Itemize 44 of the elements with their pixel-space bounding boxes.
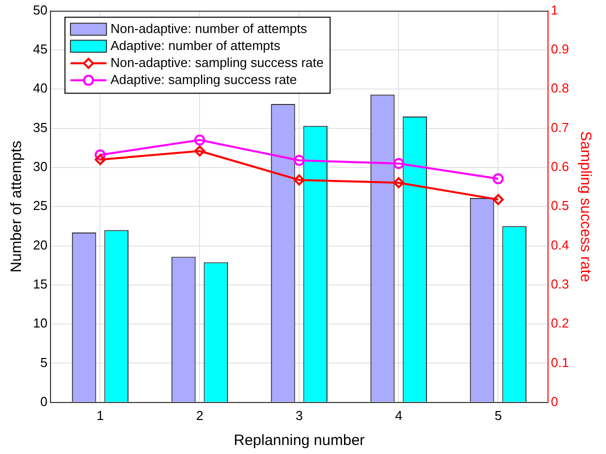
y-tick-label: 20 [32,237,48,252]
x-tick-label: 5 [494,408,502,423]
y-tick-label: 25 [32,198,48,214]
y2-tick-label: 0.9 [550,42,570,57]
point [94,154,106,166]
y2-axis-title: Sampling success rate [576,131,594,282]
y2-tick-label: 0.8 [550,80,570,96]
y2-tick-label: 0 [550,394,558,409]
point [492,194,504,206]
y2-tick-label: 0.3 [550,276,570,292]
legend-label: Non-adaptive: number of attempts [110,20,308,36]
y2-tick-label: 0.2 [550,316,570,331]
x-axis-title: Replanning number [234,432,365,450]
y2-tick-label: 1 [550,2,558,18]
x-tick-label: 3 [296,408,303,423]
y-tick-label: 15 [32,276,48,292]
point [294,174,305,186]
legend-label: Non-adaptive: sampling success rate [110,54,324,70]
x-tick-label: 4 [395,408,402,423]
y-tick-label: 10 [32,316,48,331]
y-tick-label: 40 [32,80,48,96]
point [294,154,305,166]
point [194,145,206,156]
y-tick-label: 5 [40,354,48,370]
y-tick-label: 35 [32,120,48,135]
legend-label: Adaptive: number of attempts [110,38,281,53]
y-tick-label: 0 [40,394,48,409]
point [194,134,206,146]
y2-tick-label: 0.4 [550,237,570,252]
y2-tick-label: 0.7 [550,120,570,135]
point [393,158,404,170]
y-axis-title: Number of attempts [8,140,26,272]
y-tick-label: 30 [32,159,48,174]
legend-label: Adaptive: sampling success rate [110,72,297,87]
x-tick-label: 2 [196,408,204,423]
point [94,149,106,160]
y2-tick-label: 0.5 [550,198,570,214]
y-tick-label: 45 [32,42,48,57]
y-tick-label: 50 [32,2,48,18]
point [393,177,404,188]
x-tick-label: 1 [96,408,104,423]
point [492,173,504,184]
y2-tick-label: 0.6 [550,159,570,174]
y2-tick-label: 0.1 [550,354,570,370]
